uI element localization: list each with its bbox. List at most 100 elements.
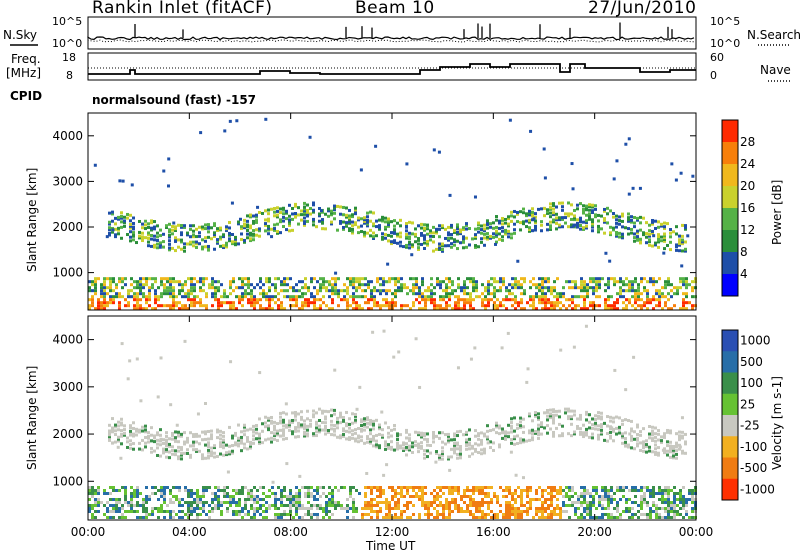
power-cell (190, 301, 193, 305)
velocity-colorbar-tick: -100 (740, 440, 767, 454)
velocity-cell (163, 516, 166, 519)
velocity-cell (541, 510, 544, 513)
power-cell (504, 228, 507, 232)
velocity-cell (162, 449, 165, 453)
velocity-cell (421, 489, 424, 492)
velocity-cell (675, 432, 678, 436)
velocity-cell (381, 435, 384, 439)
power-cell (241, 280, 244, 284)
power-cell (288, 218, 291, 222)
velocity-cell (336, 422, 339, 426)
power-cell (571, 295, 574, 299)
velocity-cell (304, 513, 307, 516)
velocity-cell (646, 489, 649, 492)
velocity-cell (138, 447, 141, 451)
power-colorbar-tick: 28 (740, 135, 755, 149)
power-cell (193, 286, 196, 290)
power-cell (187, 295, 190, 299)
velocity-cell (337, 489, 340, 492)
velocity-cell (667, 516, 670, 519)
power-cell (648, 229, 651, 233)
power-cell (394, 277, 397, 281)
power-cell (505, 286, 508, 290)
power-cell (669, 240, 672, 244)
power-cell (148, 298, 151, 302)
power-cell (310, 277, 313, 281)
velocity-cell (499, 486, 502, 489)
power-cell (222, 233, 225, 237)
velocity-cell (559, 489, 562, 492)
velocity-cell (253, 501, 256, 504)
velocity-cell (265, 516, 268, 519)
power-cell (283, 289, 286, 293)
power-cell (511, 292, 514, 296)
velocity-cell (456, 456, 459, 460)
power-cell (670, 283, 673, 287)
velocity-cell (289, 504, 292, 507)
power-cell (115, 292, 118, 296)
velocity-cell (621, 422, 624, 426)
velocity-cell (537, 427, 540, 431)
velocity-cell (420, 433, 423, 437)
velocity-cell (231, 444, 234, 448)
velocity-cell (516, 434, 519, 438)
velocity-ytick-label: 4000 (52, 333, 83, 347)
velocity-cell (631, 489, 634, 492)
power-cell (262, 307, 265, 311)
power-cell (669, 248, 672, 252)
power-cell (349, 280, 352, 284)
velocity-cell (217, 486, 220, 489)
power-cell (552, 213, 555, 217)
power-cell (411, 245, 414, 249)
velocity-cell (426, 432, 429, 436)
velocity-cell (480, 438, 483, 442)
velocity-cell (534, 411, 537, 415)
power-cell (526, 301, 529, 305)
power-cell (109, 283, 112, 287)
velocity-cell (364, 495, 367, 498)
power-cell (291, 217, 294, 221)
velocity-cell (315, 434, 318, 438)
power-cell (273, 223, 276, 227)
velocity-cell (562, 495, 565, 498)
power-cell (295, 304, 298, 308)
power-cell (555, 218, 558, 222)
power-cell (258, 210, 261, 214)
velocity-cell (349, 492, 352, 495)
power-cell (562, 295, 565, 299)
velocity-cell (370, 486, 373, 489)
velocity-cell (274, 492, 277, 495)
velocity-cell (571, 486, 574, 489)
velocity-cell (121, 507, 124, 510)
power-cell (499, 304, 502, 308)
power-cell (589, 280, 592, 284)
power-cell (589, 286, 592, 290)
velocity-cell (558, 434, 561, 438)
power-cell (324, 212, 327, 216)
power-cell (210, 226, 213, 230)
power-cell (162, 240, 165, 244)
power-cell (651, 218, 654, 222)
power-cell (594, 204, 597, 208)
power-cell (532, 217, 536, 221)
power-cell (88, 280, 91, 284)
velocity-cell (678, 443, 681, 447)
power-cell (562, 304, 565, 308)
velocity-cell (207, 456, 210, 460)
velocity-cell (217, 507, 220, 510)
velocity-cell (166, 504, 169, 507)
power-cell (666, 243, 669, 247)
velocity-cell (345, 429, 348, 433)
velocity-cell (508, 513, 511, 516)
velocity-cell (439, 501, 442, 504)
power-cell (633, 221, 636, 225)
power-cell (571, 307, 574, 311)
power-cell (354, 208, 357, 212)
velocity-cell (394, 504, 397, 507)
power-cell (166, 289, 169, 293)
power-cell (456, 247, 459, 251)
velocity-cell (151, 510, 154, 513)
power-cell (465, 227, 468, 231)
power-cell (120, 214, 123, 218)
power-cell (162, 245, 165, 249)
